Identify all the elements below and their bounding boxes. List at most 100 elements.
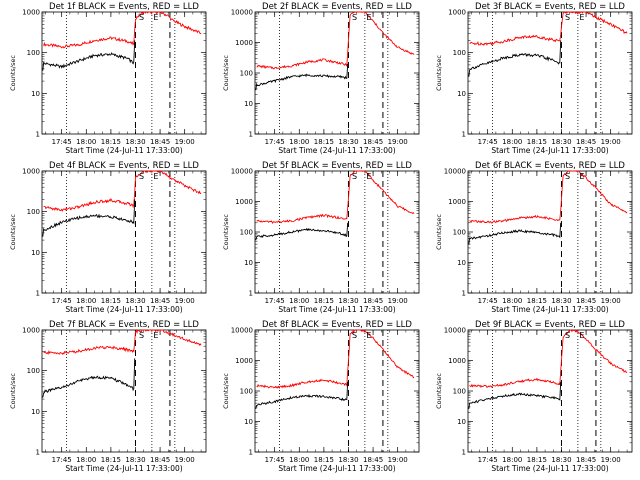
y-tick-label: 1 — [249, 290, 253, 298]
y-axis-label: Counts/sec — [222, 55, 230, 91]
x-tick-label: 18:45 — [363, 138, 383, 146]
y-tick-label: 1 — [462, 131, 466, 139]
y-tick-label: 1000 — [22, 168, 40, 176]
flag-marker-e: E — [366, 172, 371, 181]
x-tick-label: 17:45 — [52, 297, 72, 305]
series-line-black — [42, 358, 136, 398]
series-line-red — [256, 170, 415, 224]
x-tick-label: 18:45 — [150, 297, 170, 305]
x-tick-label: 18:15 — [314, 138, 334, 146]
chart-panel: Det 8f BLACK = Events, RED = LLD 1 10 100 10… — [222, 320, 420, 473]
x-tick-label: 19:00 — [175, 138, 195, 146]
y-tick-label: 1000 — [235, 198, 253, 206]
x-tick-label: 17:45 — [265, 138, 285, 146]
chart-title: Det 1f BLACK = Events, RED = LLD — [49, 2, 199, 12]
flag-marker-e: E — [579, 331, 584, 340]
x-tick-label: 18:00 — [502, 297, 522, 305]
plot-frame — [467, 11, 633, 135]
series-line-black — [468, 381, 562, 409]
series-line-red — [469, 170, 628, 224]
series-line-red — [43, 329, 202, 356]
y-tick-label: 10 — [244, 100, 253, 108]
x-tick-label: 18:15 — [527, 138, 547, 146]
x-tick-label: 18:45 — [150, 456, 170, 464]
y-axis-label: Counts/sec — [435, 55, 443, 91]
chart-panel: Det 2f BLACK = Events, RED = LLD 1 10 100 10… — [222, 2, 420, 155]
flag-marker-e: E — [153, 172, 158, 181]
x-axis-label: Start Time (24-Jul-11 17:33:00) — [278, 146, 395, 155]
y-tick-label: 1 — [249, 449, 253, 457]
series-line-black — [468, 40, 562, 77]
x-tick-label: 17:45 — [478, 456, 498, 464]
x-tick-label: 18:00 — [289, 456, 309, 464]
x-tick-label: 18:45 — [576, 456, 596, 464]
y-tick-label: 100 — [453, 388, 466, 396]
series-line-red — [256, 329, 415, 390]
x-tick-label: 19:00 — [388, 297, 408, 305]
y-axis-label: Counts/sec — [9, 55, 17, 91]
y-tick-label: 1000 — [448, 9, 466, 17]
y-tick-label: 1000 — [235, 357, 253, 365]
x-axis-label: Start Time (24-Jul-11 17:33:00) — [65, 146, 182, 155]
y-tick-label: 10000 — [231, 168, 253, 176]
x-tick-label: 17:45 — [478, 297, 498, 305]
series-line-black — [255, 63, 349, 91]
y-tick-label: 1000 — [22, 9, 40, 17]
x-axis-label: Start Time (24-Jul-11 17:33:00) — [278, 464, 395, 473]
series-line-red — [469, 11, 628, 46]
x-tick-label: 19:00 — [175, 297, 195, 305]
x-tick-label: 19:00 — [601, 456, 621, 464]
series-line-black — [42, 199, 136, 237]
y-tick-label: 100 — [453, 229, 466, 237]
x-tick-label: 18:30 — [125, 297, 145, 305]
y-tick-label: 1 — [36, 449, 40, 457]
y-tick-label: 1 — [249, 131, 253, 139]
flag-marker-e: E — [366, 331, 371, 340]
chart-title: Det 7f BLACK = Events, RED = LLD — [49, 320, 199, 330]
y-tick-label: 100 — [453, 49, 466, 57]
x-axis-label: Start Time (24-Jul-11 17:33:00) — [491, 146, 608, 155]
y-axis-label: Counts/sec — [222, 214, 230, 250]
x-tick-label: 18:30 — [338, 456, 358, 464]
x-tick-label: 17:45 — [265, 456, 285, 464]
series-line-black — [42, 40, 136, 71]
x-tick-label: 18:00 — [289, 297, 309, 305]
y-tick-label: 1 — [462, 290, 466, 298]
y-tick-label: 1000 — [448, 198, 466, 206]
series-line-black — [468, 222, 562, 245]
x-tick-label: 18:45 — [150, 138, 170, 146]
plot-frame — [41, 11, 207, 135]
plot-frame — [41, 329, 207, 453]
series-line-black — [255, 381, 349, 410]
chart-title: Det 8f BLACK = Events, RED = LLD — [262, 320, 412, 330]
x-axis-label: Start Time (24-Jul-11 17:33:00) — [491, 464, 608, 473]
x-tick-label: 18:15 — [527, 456, 547, 464]
y-tick-label: 10000 — [231, 9, 253, 17]
chart-panel: Det 7f BLACK = Events, RED = LLD 1 10 100 10… — [9, 320, 207, 473]
y-tick-label: 100 — [27, 49, 40, 57]
flag-marker-s: S — [139, 172, 144, 181]
y-axis-label: Counts/sec — [9, 373, 17, 409]
x-tick-label: 19:00 — [175, 456, 195, 464]
y-tick-label: 1000 — [235, 39, 253, 47]
x-axis-label: Start Time (24-Jul-11 17:33:00) — [491, 305, 608, 314]
y-tick-label: 1 — [36, 290, 40, 298]
y-tick-label: 10 — [31, 90, 40, 98]
y-tick-label: 10 — [457, 259, 466, 267]
flag-marker-e: E — [579, 172, 584, 181]
y-tick-label: 1000 — [448, 357, 466, 365]
y-tick-label: 100 — [27, 367, 40, 375]
y-tick-label: 10 — [31, 408, 40, 416]
y-tick-label: 10000 — [444, 327, 466, 335]
y-axis-label: Counts/sec — [9, 214, 17, 250]
x-tick-label: 17:45 — [265, 297, 285, 305]
x-tick-label: 18:00 — [76, 456, 96, 464]
chart-title: Det 3f BLACK = Events, RED = LLD — [475, 2, 625, 12]
x-tick-label: 18:30 — [338, 138, 358, 146]
x-tick-label: 18:15 — [101, 297, 121, 305]
chart-panel: Det 4f BLACK = Events, RED = LLD 1 10 100 10… — [9, 161, 207, 314]
x-tick-label: 18:00 — [289, 138, 309, 146]
y-tick-label: 10 — [457, 90, 466, 98]
flag-marker-e: E — [579, 13, 584, 22]
chart-panel: Det 3f BLACK = Events, RED = LLD 1 10 100 10… — [435, 2, 633, 155]
